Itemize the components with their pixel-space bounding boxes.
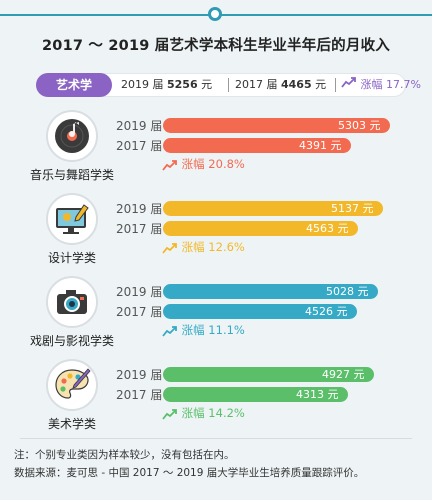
bar-2019: [163, 201, 383, 216]
design-monitor-icon: [48, 195, 96, 243]
bar-2019: [163, 118, 390, 133]
summary-2017: 2017 届 4465 元: [235, 78, 327, 91]
trend-up-icon: [162, 325, 177, 337]
category-label: 美术学类: [47, 417, 96, 431]
summary-label: 艺术学: [36, 73, 112, 97]
bar-label-2017: 4313 元: [296, 388, 339, 401]
footnote-source: 数据来源：麦可思 - 中国 2017 ～ 2019 届大学毕业生培养质量跟踪评价…: [14, 467, 365, 479]
footnote-sample: 注：个别专业类因为样本较少，没有包括在内。: [14, 449, 235, 461]
row-label-2019: 2019 届: [116, 368, 163, 382]
row-label-2017: 2017 届: [116, 388, 163, 402]
music-disc-icon: [48, 112, 96, 160]
palette-badge: [46, 359, 98, 411]
bar-label-2019: 5137 元: [331, 202, 374, 215]
trend-up-icon: [162, 242, 177, 254]
design-monitor-badge: [46, 193, 98, 245]
row-label-2017: 2017 届: [116, 222, 163, 236]
summary-growth: 涨幅 17.7%: [341, 74, 421, 96]
camera-icon: [48, 278, 96, 326]
camera-badge: [46, 276, 98, 328]
category-label: 音乐与舞蹈学类: [29, 168, 114, 182]
bar-label-2019: 5028 元: [326, 285, 369, 298]
music-disc-badge: [46, 110, 98, 162]
bar-label-2017: 4391 元: [299, 139, 342, 152]
top-ornament-dot: [208, 7, 222, 21]
summary-2019: 2019 届 5256 元: [121, 78, 213, 91]
row-label-2019: 2019 届: [116, 285, 163, 299]
bar-2019: [163, 367, 374, 382]
bar-label-2019: 4927 元: [322, 368, 365, 381]
footnotes: 注：个别专业类因为样本较少，没有包括在内。 数据来源：麦可思 - 中国 2017…: [14, 446, 364, 482]
growth-label: 涨幅 12.6%: [162, 239, 245, 255]
bar-label-2019: 5303 元: [338, 119, 381, 132]
summary-separator: [228, 78, 229, 92]
bar-label-2017: 4526 元: [305, 305, 348, 318]
chart-title: 2017 ～ 2019 届艺术学本科生毕业半年后的月收入: [42, 38, 390, 54]
trend-up-icon: [162, 408, 177, 420]
growth-label: 涨幅 14.2%: [162, 405, 245, 421]
category-label: 设计学类: [47, 251, 96, 265]
bar-label-2017: 4563 元: [306, 222, 349, 235]
trend-up-icon: [162, 159, 177, 171]
palette-icon: [48, 361, 96, 409]
bar-2017: [163, 221, 358, 236]
row-label-2019: 2019 届: [116, 119, 163, 133]
summary-separator: [335, 78, 336, 92]
row-label-2017: 2017 届: [116, 305, 163, 319]
footer-divider: [20, 438, 412, 439]
growth-label: 涨幅 20.8%: [162, 156, 245, 172]
row-label-2019: 2019 届: [116, 202, 163, 216]
bar-2019: [163, 284, 378, 299]
bar-2017: [163, 138, 351, 153]
category-label: 戏剧与影视学类: [29, 334, 114, 348]
trend-up-icon: [341, 77, 356, 88]
summary-pill: 艺术学 2019 届 5256 元 2017 届 4465 元 涨幅 17.7%: [36, 73, 421, 97]
row-label-2017: 2017 届: [116, 139, 163, 153]
growth-label: 涨幅 11.1%: [162, 322, 245, 338]
bar-2017: [163, 304, 357, 319]
bar-2017: [163, 387, 348, 402]
